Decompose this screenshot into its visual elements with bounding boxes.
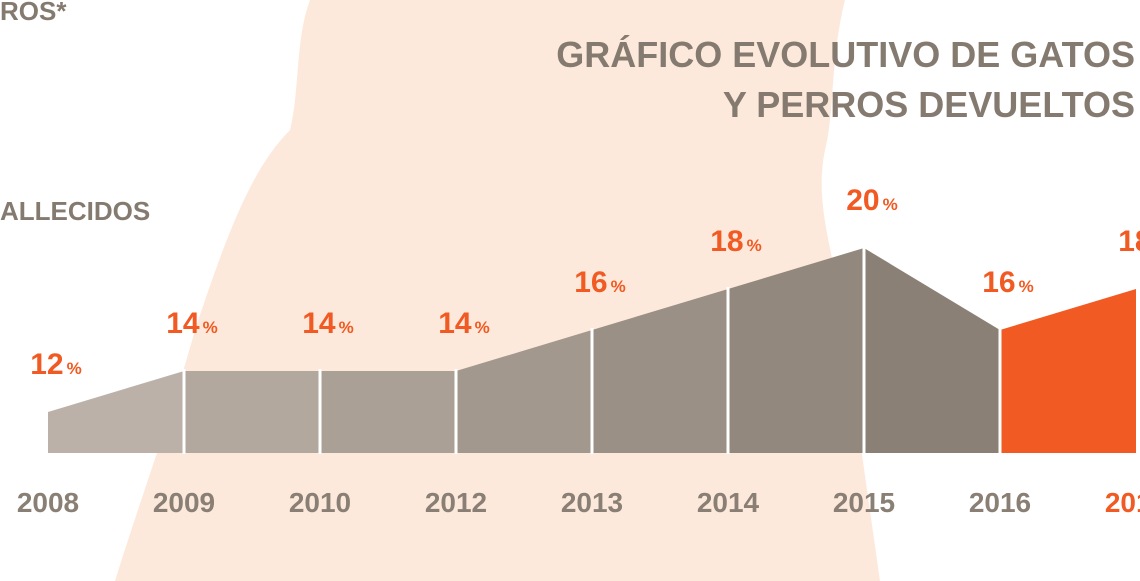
x-tick-label: 2014	[697, 487, 760, 518]
x-tick-label: 2009	[153, 487, 215, 518]
area-segment	[864, 248, 1000, 453]
area-segment	[48, 371, 184, 453]
x-tick-label: 2016	[969, 487, 1031, 518]
area-segment	[320, 371, 456, 453]
x-tick-label: 2015	[833, 487, 895, 518]
value-label: 12%	[30, 348, 82, 381]
chart-title: Y PERROS DEVUELTOS	[723, 84, 1135, 125]
value-label: 18%	[1118, 225, 1140, 258]
area-segment	[184, 371, 320, 453]
chart: ROS* ALLECIDOS GRÁFICO EVOLUTIVO DE GATO…	[0, 0, 1140, 581]
x-tick-label: 2013	[561, 487, 623, 518]
x-tick-label: 2010	[289, 487, 351, 518]
chart-title: GRÁFICO EVOLUTIVO DE GATOS	[556, 34, 1135, 75]
value-label: 16%	[982, 266, 1034, 299]
area-segment	[1000, 289, 1136, 453]
cropped-heading: ALLECIDOS	[0, 196, 150, 226]
x-tick-label: 2012	[425, 487, 487, 518]
x-tick-label: 2017	[1105, 487, 1140, 518]
x-tick-label: 2008	[17, 487, 79, 518]
cropped-heading: ROS*	[0, 0, 67, 26]
value-label: 20%	[846, 184, 898, 217]
